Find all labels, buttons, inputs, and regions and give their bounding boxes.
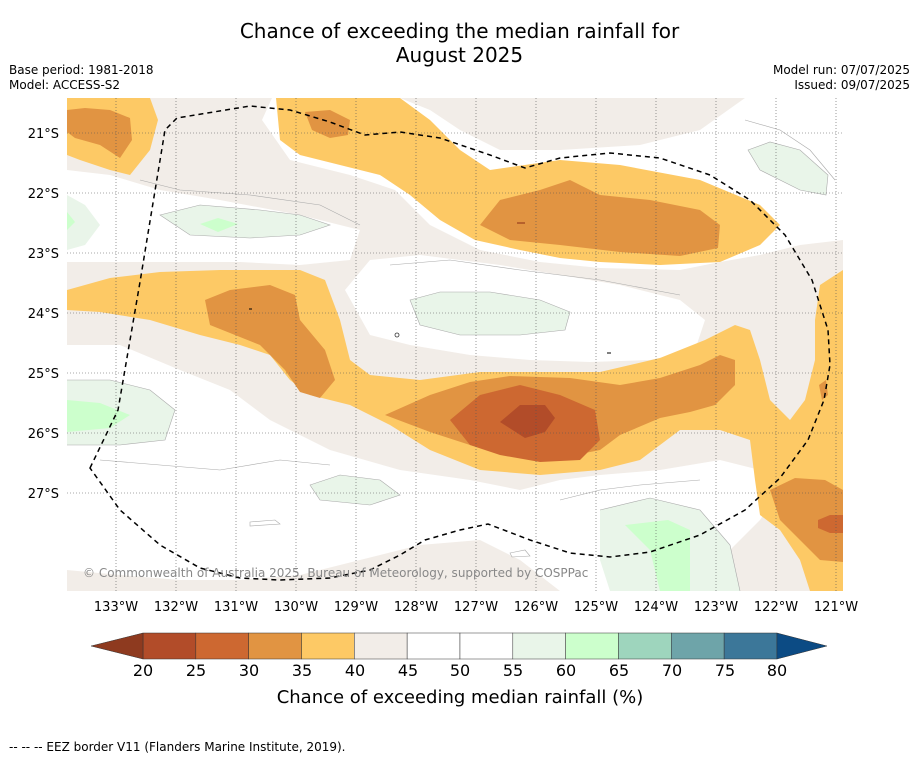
map-title-line1: Chance of exceeding the median rainfall …: [239, 19, 680, 43]
colorbar-segment: [248, 632, 302, 660]
lat-label: 22°S: [28, 187, 59, 202]
lon-label: 122°W: [754, 600, 798, 615]
colorbar-segment: [459, 632, 514, 660]
issued-label: Issued: 09/07/2025: [794, 78, 910, 92]
lon-label: 126°W: [514, 600, 558, 615]
colorbar-tick-label: 55: [503, 661, 523, 680]
field-30-35-d: [205, 285, 335, 398]
lon-label: 133°W: [94, 600, 138, 615]
field-55-60-f: [310, 475, 400, 505]
model-label: Model: ACCESS-S2: [9, 78, 121, 92]
colorbar-segment: [671, 632, 725, 660]
field-20-25-a: [500, 405, 555, 438]
lon-label: 121°W: [814, 600, 858, 615]
lon-labels: 133°W 132°W 131°W 130°W 129°W 128°W 127°…: [94, 600, 858, 615]
colorbar: [90, 632, 828, 660]
contour-lines: [67, 119, 836, 591]
map-plot-area: © Commonwealth of Australia 2025, Bureau…: [67, 98, 843, 591]
lat-label: 21°S: [28, 127, 59, 142]
colorbar-tick-label: 25: [186, 661, 206, 680]
lon-label: 125°W: [574, 600, 618, 615]
map-title-line2: August 2025: [395, 43, 524, 67]
lat-label: 24°S: [28, 307, 59, 322]
lon-label: 130°W: [274, 600, 318, 615]
colorbar-title: Chance of exceeding median rainfall (%): [277, 687, 644, 708]
colorbar-segment: [618, 632, 672, 660]
colorbar-tick-label: 75: [715, 661, 735, 680]
field-30-35-a: [67, 108, 132, 158]
field-55-60-c: [748, 142, 828, 195]
colorbar-tick-label: 30: [239, 661, 259, 680]
meta-left: Base period: 1981-2018 Model: ACCESS-S2: [9, 63, 154, 93]
small-contour-mark: [394, 332, 400, 338]
lon-label: 127°W: [454, 600, 498, 615]
colorbar-tick-label: 35: [292, 661, 312, 680]
colorbar-tick-label: 70: [662, 661, 682, 680]
colorbar-tick-label: 20: [133, 661, 153, 680]
colorbar-tick-label: 50: [450, 661, 470, 680]
graticule: [67, 98, 843, 591]
lat-label: 23°S: [28, 247, 59, 262]
field-25-30-b: [818, 515, 843, 533]
model-run-label: Model run: 07/07/2025: [772, 63, 910, 77]
lon-label: 132°W: [154, 600, 198, 615]
lon-label: 131°W: [214, 600, 258, 615]
colorbar-tick-label: 80: [767, 661, 787, 680]
colorbar-tick-labels: 20 25 30 35 40 45 50 55 60 65 70 75 80: [133, 661, 787, 680]
field-55-60-a: [160, 205, 330, 238]
field-60-65-b: [67, 400, 130, 432]
field-55-60-e: [67, 195, 100, 250]
field-30-35-g: [819, 380, 828, 400]
lat-label: 27°S: [28, 487, 59, 502]
lon-label: 124°W: [634, 600, 678, 615]
colorbar-segment: [406, 632, 461, 660]
copyright-text: © Commonwealth of Australia 2025, Bureau…: [83, 566, 588, 580]
meta-right: Model run: 07/07/2025 Issued: 09/07/2025: [773, 63, 910, 93]
field-30-35-b: [305, 110, 350, 138]
colorbar-segment: [512, 632, 566, 660]
colorbar-tick-label: 40: [345, 661, 365, 680]
colorbar-segment: [195, 632, 249, 660]
field-60-65-a: [200, 218, 238, 232]
lat-labels: 21°S 22°S 23°S 24°S 25°S 26°S 27°S: [28, 127, 59, 502]
lat-label: 26°S: [28, 427, 59, 442]
colorbar-segment: [354, 632, 408, 660]
field-30-35-c: [480, 180, 720, 256]
colorbar-segment: [565, 632, 619, 660]
lon-label: 123°W: [694, 600, 738, 615]
eez-border: [89, 105, 831, 581]
colorbar-tick-label: 45: [398, 661, 418, 680]
colorbar-segment: [723, 632, 778, 660]
lon-label: 128°W: [394, 600, 438, 615]
field-30-35-f: [770, 478, 843, 562]
colorbar-tick-label: 60: [556, 661, 576, 680]
field-60-65-c: [625, 520, 690, 591]
colorbar-tick-label: 65: [609, 661, 629, 680]
lat-label: 25°S: [28, 367, 59, 382]
lon-label: 129°W: [334, 600, 378, 615]
colorbar-segment: [142, 632, 197, 660]
eez-legend-note: -- -- -- EEZ border V11 (Flanders Marine…: [9, 740, 346, 754]
field-60-65-d: [67, 212, 75, 230]
colorbar-high-extension: [776, 632, 828, 660]
colorbar-low-extension: [90, 632, 144, 660]
base-period-label: Base period: 1981-2018: [9, 63, 154, 77]
colorbar-segment: [301, 632, 355, 660]
field-55-60-b: [410, 292, 570, 335]
